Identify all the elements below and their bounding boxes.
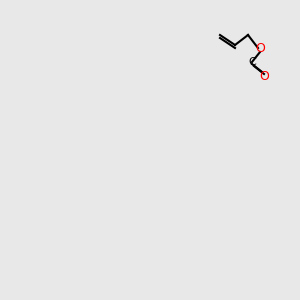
Text: O: O — [255, 41, 265, 55]
Text: O: O — [259, 70, 269, 83]
Text: C: C — [248, 57, 256, 67]
